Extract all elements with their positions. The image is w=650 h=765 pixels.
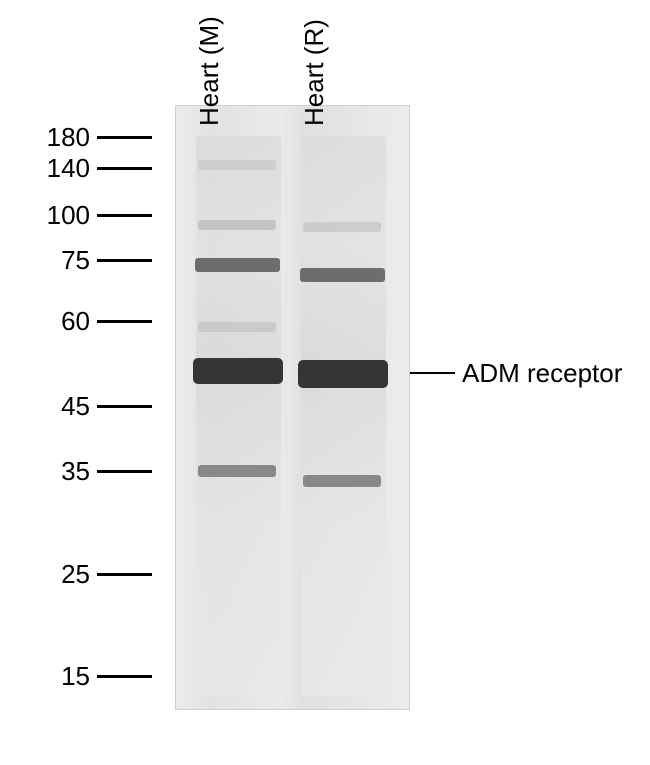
mw-label-25: 25 [30,559,90,590]
mw-tick-45 [97,405,152,408]
mw-tick-25 [97,573,152,576]
mw-tick-35 [97,470,152,473]
mw-label-35: 35 [30,456,90,487]
mw-label-15: 15 [30,661,90,692]
band-lane1-target [193,358,283,384]
mw-tick-180 [97,136,152,139]
lane-smear-2 [301,136,386,696]
target-label: ADM receptor [462,358,622,389]
lane-label-2: Heart (R) [299,19,330,126]
mw-label-45: 45 [30,391,90,422]
mw-label-75: 75 [30,245,90,276]
blot-membrane [175,105,410,710]
band-lane2-75 [300,268,385,282]
band-lane2-35 [303,475,381,487]
band-lane1-35 [198,465,276,477]
band-lane1-75 [195,258,280,272]
mw-tick-75 [97,259,152,262]
band-lane2-target [298,360,388,388]
mw-tick-60 [97,320,152,323]
band-lane2-100 [303,222,381,232]
mw-tick-100 [97,214,152,217]
lane-label-1: Heart (M) [194,16,225,126]
mw-label-140: 140 [30,153,90,184]
mw-tick-140 [97,167,152,170]
western-blot-figure: 180 140 100 75 60 45 35 25 15 Heart (M) … [0,0,650,765]
mw-tick-15 [97,675,152,678]
band-lane1-100 [198,220,276,230]
mw-label-60: 60 [30,306,90,337]
band-lane1-60 [198,322,276,332]
band-lane1-faint-180 [198,160,276,170]
mw-label-180: 180 [30,122,90,153]
target-indicator-line [410,372,455,374]
mw-label-100: 100 [30,200,90,231]
